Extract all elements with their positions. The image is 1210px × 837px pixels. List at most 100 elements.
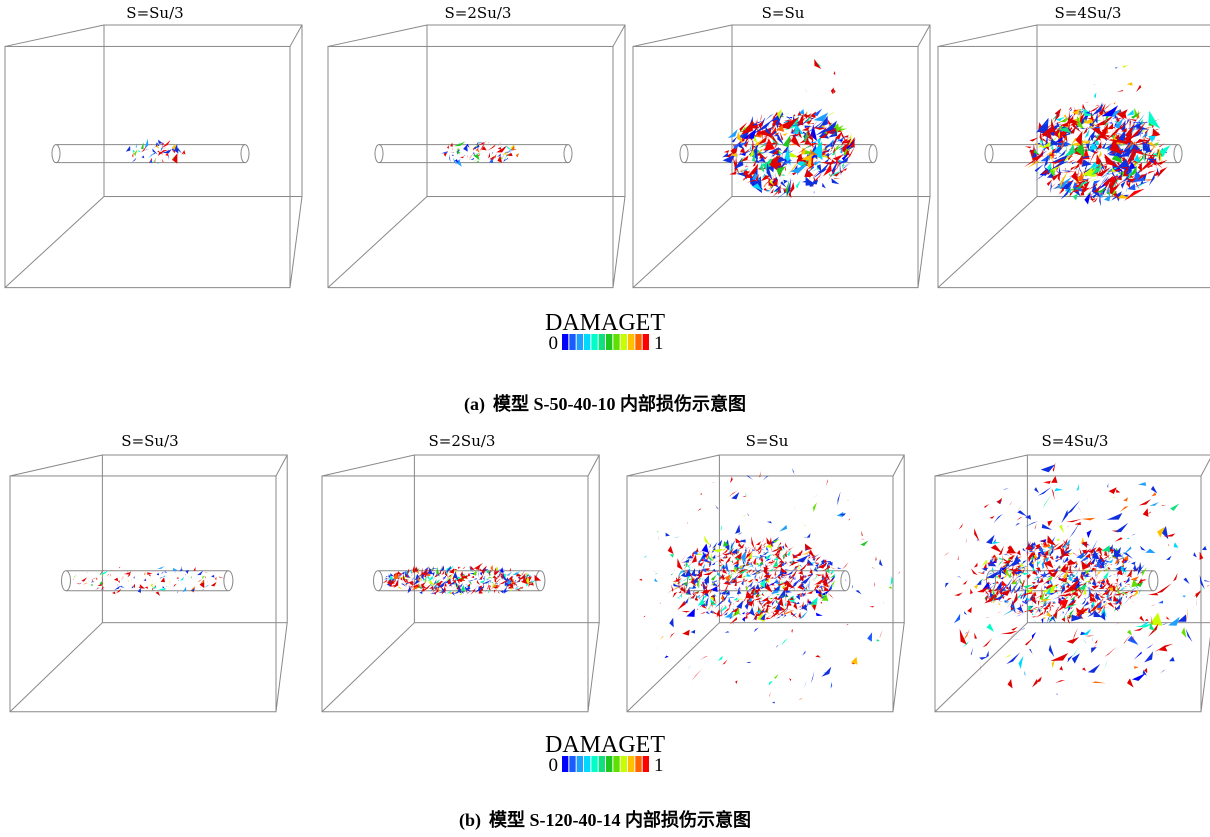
damage-fragment [534,575,541,581]
damage-fragment [162,159,164,163]
damage-fragment [463,566,466,569]
cube-edge [10,455,102,476]
damage-fragment [162,586,165,589]
damage-fragment [957,576,961,578]
damage-fragment [1161,505,1166,506]
damage-fragment [792,468,794,474]
cube-edge [276,623,287,712]
damage-fragment [731,548,737,554]
damage-fragment [1099,151,1102,158]
damage-fragment [1149,502,1158,506]
damage-fragment [490,587,491,588]
damage-fragment [760,572,763,581]
damage-fragment [433,577,434,581]
damage-fragment [1034,487,1039,493]
legend-max: 1 [654,755,664,776]
colorbar-swatch [584,756,590,772]
damage-fragment [452,154,454,156]
damage-fragment [1036,612,1043,618]
damage-fragment [669,618,673,628]
damage-fragment [808,579,809,591]
damage-fragment [1155,129,1160,131]
damage-fragment [112,592,115,595]
damage-fragment [996,567,998,568]
damage-fragment [496,146,507,153]
damage-fragment [382,580,387,583]
damage-fragment [745,571,749,573]
damage-fragment [475,148,477,150]
damage-fragment [974,633,977,639]
damage-fragment [849,518,850,520]
damage-fragment [1056,586,1058,589]
damage-fragment [1193,552,1197,557]
damage-fragment [164,147,167,149]
damage-fragment [1138,482,1146,486]
damage-fragment [860,540,868,546]
damage-fragment [739,580,741,581]
damage-fragment [488,584,491,590]
damage-fragment [742,612,745,615]
damage-fragment [200,580,205,589]
damage-fragment [1102,142,1107,149]
damage-fragment [485,160,487,162]
damage-fragment [703,571,714,575]
damage-fragment [668,546,674,554]
damage-fragment [500,141,503,144]
damage-fragment [1138,163,1143,165]
damage-fragment [1106,564,1108,567]
colorbar-swatch [599,756,605,772]
damage-fragment [755,563,759,566]
damage-fragment [660,636,664,640]
damage-fragment [1030,553,1031,554]
damage-fragment [1008,679,1013,688]
damage-fragment [73,578,74,580]
damage-fragment [1055,559,1060,562]
damage-fragment [1100,596,1106,598]
damage-fragment [419,591,422,594]
damage-fragment [1186,607,1188,622]
damage-fragment [215,577,216,581]
damage-fragment [1202,546,1207,550]
damage-fragment [796,594,800,600]
damage-fragment [499,579,500,580]
damage-fragment [1056,694,1057,695]
damage-fragment [1055,108,1061,116]
damage-fragment [205,584,209,586]
damage-fragment [721,525,722,531]
damage-fragment [715,505,721,510]
damage-fragment [1112,560,1116,561]
damage-fragment [1085,102,1090,103]
damage-fragment [1018,558,1021,562]
damage-fragment [746,573,751,577]
damage-fragment [1094,564,1097,566]
damage-fragment [724,612,728,616]
damage-fragment [1160,669,1166,673]
damage-fragment [689,560,693,561]
cylinder-end [985,145,993,163]
damage-fragment [1113,574,1116,575]
damage-fragment [1174,542,1179,548]
damage-fragment [692,565,693,569]
cube-edge [290,25,302,46]
subfigure: S=4Su/3 [938,4,1210,288]
damage-fragment [1025,146,1032,148]
damage-fragment [1054,565,1056,566]
damage-fragment [1073,553,1077,556]
damage-fragment [1131,534,1136,536]
damage-fragment [1124,574,1126,575]
damage-fragment [1075,522,1081,525]
damage-fragment [142,151,144,152]
damage-fragment [127,580,129,581]
damage-fragment [1065,168,1066,170]
cube-edge [322,455,414,476]
damage-fragment [815,557,821,563]
damage-fragment [467,580,473,581]
damage-fragment [805,89,807,93]
damage-fragment [684,583,685,594]
damage-fragment [826,479,828,487]
damage-fragment [132,158,136,163]
damage-fragment [1005,654,1012,658]
cube-front [328,46,613,287]
damage-fragment [759,599,762,606]
damage-fragment [974,563,978,568]
